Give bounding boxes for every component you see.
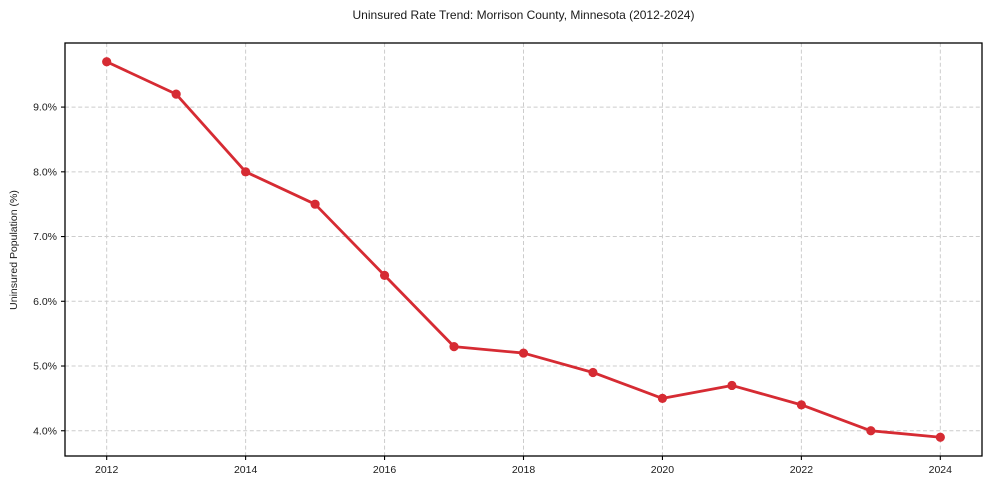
data-point (241, 167, 251, 177)
x-tick-label: 2016 (373, 464, 397, 476)
x-tick-label: 2012 (95, 464, 119, 476)
y-tick-label: 6.0% (33, 296, 57, 308)
y-tick-label: 4.0% (33, 425, 57, 437)
data-point (588, 367, 598, 378)
x-tick-label: 2024 (929, 464, 953, 476)
x-tick-label: 2018 (512, 464, 536, 476)
y-tick-label: 9.0% (33, 102, 57, 114)
data-point (310, 199, 320, 209)
data-point (727, 380, 737, 391)
x-tick-label: 2020 (651, 464, 675, 476)
x-tick-label: 2022 (790, 464, 814, 476)
data-point (449, 342, 459, 352)
data-point (518, 348, 529, 358)
y-tick-label: 8.0% (33, 166, 57, 178)
data-point (102, 57, 112, 67)
y-tick-label: 5.0% (33, 361, 57, 373)
data-point (657, 393, 668, 403)
data-point (935, 432, 945, 442)
data-point (866, 426, 876, 436)
chart-title: Uninsured Rate Trend: Morrison County, M… (352, 8, 695, 22)
y-tick-label: 7.0% (33, 231, 57, 243)
x-tick-label: 2014 (234, 464, 258, 476)
data-point (796, 400, 806, 410)
data-point (379, 270, 390, 280)
data-point (171, 89, 181, 99)
